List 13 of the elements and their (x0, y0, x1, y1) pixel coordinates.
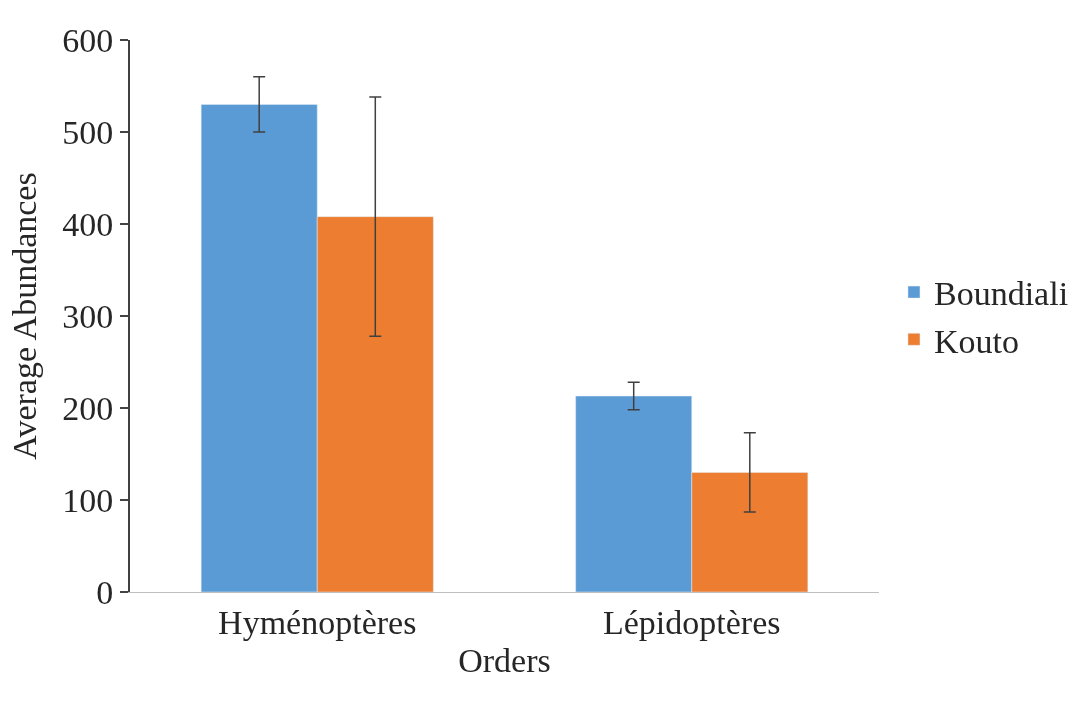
x-axis-title: Orders (458, 642, 551, 680)
y-axis-title: Average Abundances (6, 172, 44, 460)
x-tick-label: Hyménoptères (218, 603, 417, 641)
legend-label: Kouto (933, 322, 1019, 360)
y-tick-label: 0 (96, 573, 114, 611)
y-tick-label: 200 (62, 389, 114, 427)
y-tick-label: 500 (62, 113, 114, 151)
y-tick-label: 100 (62, 481, 114, 519)
x-tick-label: Lépidoptères (603, 603, 781, 641)
y-tick-label: 300 (62, 297, 114, 335)
y-tick-label: 400 (62, 205, 114, 243)
legend-label: Boundiali (933, 275, 1069, 313)
y-tick-label: 600 (62, 21, 114, 59)
